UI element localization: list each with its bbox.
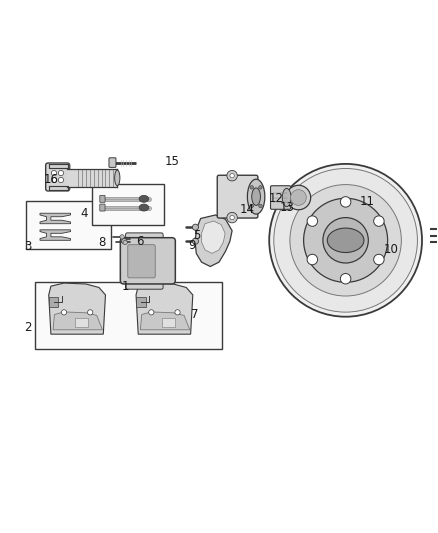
- Circle shape: [286, 185, 311, 210]
- Polygon shape: [136, 283, 193, 334]
- Circle shape: [323, 217, 368, 263]
- Circle shape: [290, 184, 401, 296]
- Text: 4: 4: [80, 207, 88, 220]
- Polygon shape: [49, 283, 106, 334]
- FancyBboxPatch shape: [46, 163, 70, 191]
- Circle shape: [374, 216, 384, 227]
- Text: 6: 6: [136, 235, 143, 248]
- Text: 13: 13: [279, 201, 294, 214]
- Circle shape: [259, 185, 262, 189]
- Circle shape: [123, 240, 127, 245]
- Circle shape: [340, 273, 351, 284]
- FancyBboxPatch shape: [126, 233, 163, 244]
- FancyBboxPatch shape: [109, 158, 116, 167]
- Circle shape: [269, 164, 422, 317]
- Circle shape: [274, 168, 417, 312]
- Bar: [162, 318, 175, 327]
- Polygon shape: [40, 213, 71, 224]
- Circle shape: [51, 171, 57, 176]
- Text: 1: 1: [121, 280, 129, 293]
- Circle shape: [149, 310, 154, 315]
- Text: 12: 12: [268, 192, 283, 205]
- Circle shape: [250, 185, 254, 189]
- Ellipse shape: [115, 170, 120, 185]
- FancyBboxPatch shape: [126, 278, 163, 289]
- Circle shape: [304, 198, 388, 282]
- Circle shape: [175, 310, 180, 315]
- Bar: [49, 297, 58, 306]
- Circle shape: [58, 171, 64, 176]
- Text: 11: 11: [360, 195, 375, 207]
- Circle shape: [58, 177, 64, 183]
- Circle shape: [290, 190, 306, 205]
- Text: 16: 16: [43, 173, 58, 185]
- Text: 14: 14: [240, 203, 255, 216]
- Circle shape: [227, 171, 237, 181]
- FancyBboxPatch shape: [100, 195, 105, 203]
- Circle shape: [340, 197, 351, 207]
- Ellipse shape: [327, 228, 364, 253]
- Bar: [75, 318, 88, 327]
- Text: 15: 15: [164, 155, 179, 168]
- Polygon shape: [195, 215, 232, 266]
- Circle shape: [307, 254, 318, 265]
- Bar: [26, 201, 111, 249]
- Text: 10: 10: [384, 243, 399, 255]
- Text: 5: 5: [194, 229, 201, 241]
- Circle shape: [120, 235, 124, 239]
- Ellipse shape: [283, 188, 291, 207]
- FancyBboxPatch shape: [128, 245, 155, 278]
- Circle shape: [374, 254, 384, 265]
- Circle shape: [230, 215, 234, 220]
- Polygon shape: [49, 164, 68, 168]
- Text: 9: 9: [188, 239, 196, 252]
- Polygon shape: [53, 312, 102, 330]
- Circle shape: [230, 174, 234, 178]
- Bar: [92, 183, 164, 225]
- Polygon shape: [49, 185, 68, 190]
- Ellipse shape: [252, 188, 261, 205]
- Ellipse shape: [139, 204, 149, 211]
- FancyBboxPatch shape: [100, 204, 105, 211]
- Circle shape: [192, 238, 198, 244]
- Circle shape: [61, 310, 67, 315]
- Circle shape: [227, 212, 237, 223]
- Text: 2: 2: [24, 321, 32, 334]
- Text: 8: 8: [99, 236, 106, 249]
- Polygon shape: [40, 230, 71, 240]
- FancyBboxPatch shape: [217, 175, 258, 218]
- Text: 3: 3: [24, 240, 32, 253]
- Circle shape: [51, 177, 57, 183]
- Circle shape: [192, 224, 198, 230]
- Polygon shape: [201, 221, 225, 253]
- Polygon shape: [141, 312, 190, 330]
- Bar: [35, 282, 223, 350]
- FancyBboxPatch shape: [120, 238, 175, 284]
- Bar: [67, 169, 117, 187]
- FancyBboxPatch shape: [271, 185, 290, 209]
- Circle shape: [88, 310, 93, 315]
- Bar: [136, 297, 146, 306]
- Ellipse shape: [247, 179, 265, 214]
- Circle shape: [250, 204, 254, 208]
- Circle shape: [307, 216, 318, 227]
- Circle shape: [259, 204, 262, 208]
- Text: 7: 7: [191, 308, 199, 321]
- Circle shape: [122, 239, 127, 244]
- Ellipse shape: [139, 195, 149, 203]
